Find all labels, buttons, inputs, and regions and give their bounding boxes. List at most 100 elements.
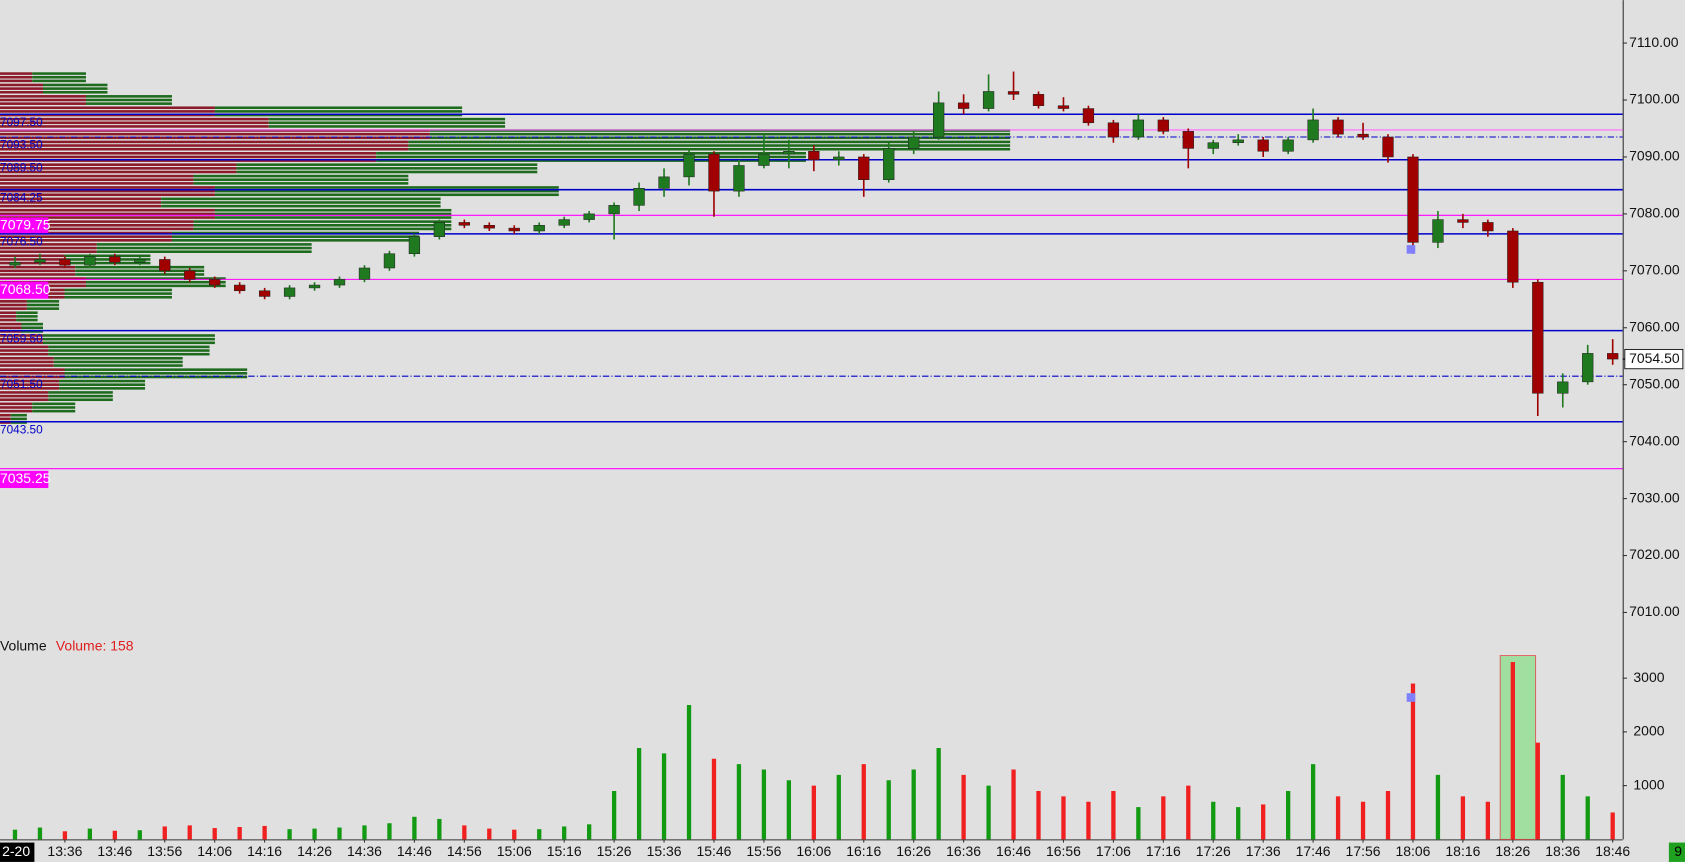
profile-buy (193, 220, 452, 223)
profile-sell (0, 95, 86, 98)
y-tick-label: 7030.00 (1629, 489, 1680, 505)
x-tick-label: 17:06 (1096, 843, 1131, 859)
candle-body (1482, 222, 1494, 232)
x-tick-label: 15:36 (647, 843, 682, 859)
candle-body (508, 227, 520, 232)
profile-buy (21, 330, 43, 333)
profile-sell (0, 265, 76, 269)
volume-bar (1011, 769, 1016, 840)
profile-buy (64, 368, 248, 371)
y-tick-label: 7040.00 (1629, 432, 1680, 448)
x-tick-label: 17:56 (1346, 843, 1381, 859)
profile-sell (0, 368, 65, 371)
y-tick-label: 7010.00 (1629, 603, 1680, 619)
profile-buy (42, 337, 215, 341)
profile-buy (193, 223, 452, 227)
volume-bar (87, 828, 93, 840)
volume-bar (1111, 790, 1116, 840)
profile-buy (48, 349, 210, 352)
candle-body (708, 153, 720, 192)
profile-sell (0, 220, 194, 223)
candle-body (1357, 133, 1369, 138)
x-tick-label: 16:26 (896, 843, 931, 859)
profile-sell (0, 387, 60, 390)
volume-readout: Volume: 158 (56, 638, 134, 654)
volume-bar (212, 828, 217, 840)
profile-buy (64, 254, 151, 258)
volume-profile (0, 72, 1011, 424)
candle-body (982, 91, 995, 109)
profile-sell (0, 318, 17, 322)
profile-sell (0, 375, 65, 379)
volume-bar (262, 825, 267, 840)
volume-bar (811, 785, 816, 840)
candle-body (1282, 139, 1294, 152)
profile-sell (0, 129, 430, 132)
x-tick-label: 18:06 (1395, 843, 1430, 859)
candle-body (908, 136, 920, 149)
level-label: 7089.50 (0, 161, 43, 175)
volume-bar (162, 826, 167, 840)
profile-buy (96, 243, 312, 246)
candle-body (758, 153, 770, 166)
volume-bar (237, 826, 242, 840)
profile-sell (0, 273, 76, 276)
profile-sell (0, 277, 86, 280)
profile-buy (64, 258, 151, 261)
candle-body (358, 267, 371, 280)
profile-sell (0, 315, 17, 318)
profile-sell (0, 341, 43, 345)
profile-buy (53, 364, 183, 367)
profile-sell (0, 186, 215, 189)
candle-body (883, 148, 895, 180)
volume-bar (1585, 796, 1590, 840)
profile-sell (0, 391, 49, 394)
volume-bar (686, 705, 692, 840)
volume-bar (1460, 796, 1466, 840)
profile-sell (0, 235, 172, 238)
volume-bar (761, 769, 767, 840)
candle-body (1132, 119, 1145, 138)
profile-sell (0, 79, 33, 83)
profile-buy (42, 90, 108, 94)
x-tick-label: 15:56 (746, 843, 781, 859)
volume-bar (1310, 764, 1316, 840)
volume-bar (37, 827, 43, 840)
profile-buy (32, 409, 76, 413)
profile-buy (64, 292, 172, 295)
volume-bar (312, 828, 317, 840)
profile-sell (0, 311, 17, 315)
x-tick-label: 15:06 (497, 843, 532, 859)
candle-body (1032, 94, 1045, 106)
profile-sell (0, 307, 27, 310)
y-tick-label: 7080.00 (1629, 205, 1680, 221)
volume-bar (636, 748, 642, 840)
profile-buy (214, 186, 559, 189)
profile-buy (10, 417, 27, 421)
profile-buy (429, 129, 1011, 132)
x-tick-label: 18:46 (1595, 843, 1630, 859)
profile-buy (42, 334, 215, 337)
profile-sell (0, 352, 49, 356)
candle-body (184, 270, 196, 280)
candle-body (308, 284, 321, 289)
candle-body (234, 284, 246, 292)
profile-sell (0, 269, 76, 273)
candle-body (608, 205, 620, 215)
volume-bar (1036, 790, 1041, 840)
volume-bar (711, 758, 717, 840)
volume-bar (1061, 796, 1066, 840)
x-tick-label: 15:26 (597, 843, 632, 859)
profile-sell (0, 125, 269, 128)
volume-bar (1435, 774, 1441, 840)
profile-buy (59, 383, 146, 386)
volume-bar (1211, 801, 1216, 840)
profile-buy (96, 246, 312, 250)
profile-sell (0, 147, 409, 151)
volume-bar (112, 830, 117, 840)
level-label: 7084.25 (0, 190, 43, 204)
candle-body (1307, 119, 1319, 141)
profile-sell (0, 87, 43, 90)
profile-buy (48, 394, 113, 398)
